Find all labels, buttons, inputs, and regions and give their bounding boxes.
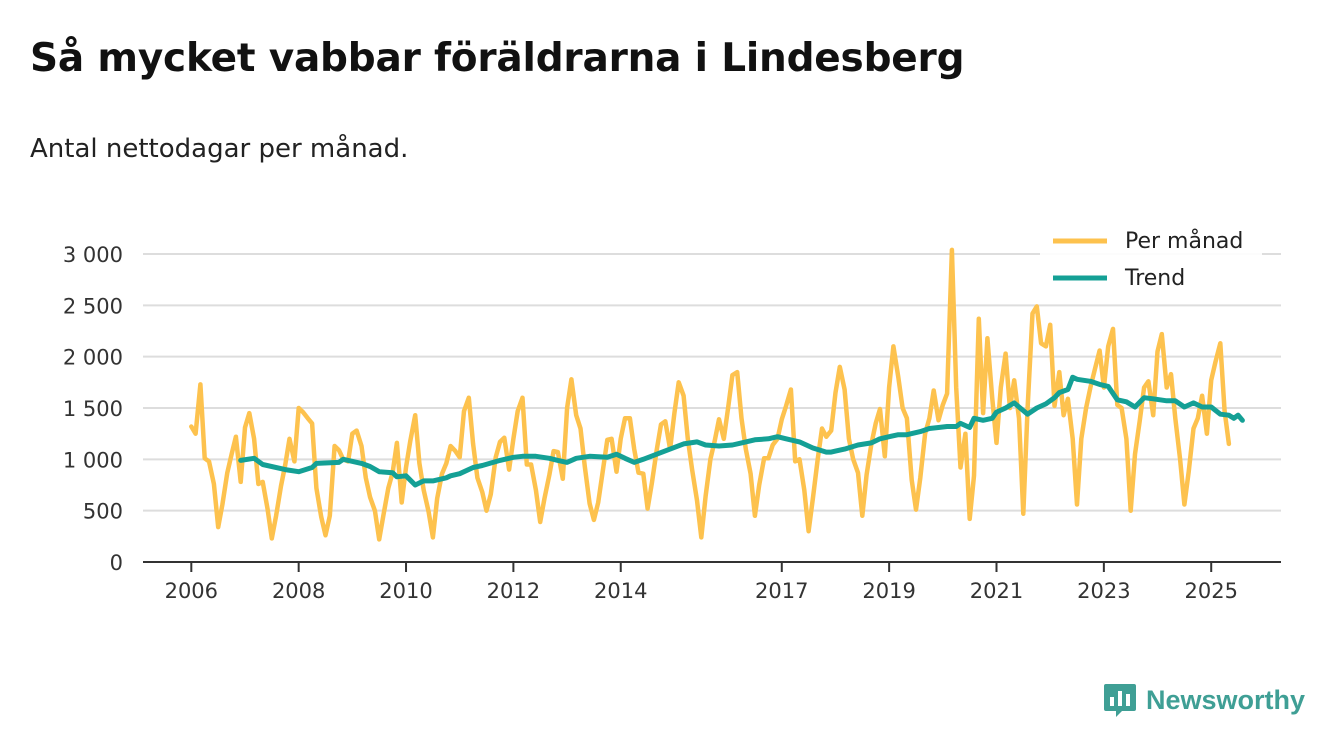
x-tick-label: 2025 <box>1184 579 1237 603</box>
y-axis-ticks: 0 500 1 000 1 500 2 000 2 500 3 000 <box>63 243 123 575</box>
brand-name: Newsworthy <box>1146 684 1306 715</box>
y-tick-label: 2 000 <box>63 346 123 370</box>
chart-title: Så mycket vabbar föräldrarna i Lindesber… <box>30 36 965 81</box>
x-tick-label: 2019 <box>862 579 915 603</box>
legend-label-per-manad: Per månad <box>1125 228 1243 254</box>
x-tick-label: 2021 <box>970 579 1023 603</box>
y-tick-label: 1 500 <box>63 397 123 421</box>
x-axis-ticks: 2006 2008 2010 2012 2014 2017 2019 2021 2023 2025 <box>165 562 1238 603</box>
x-tick-label: 2006 <box>165 579 218 603</box>
x-tick-label: 2014 <box>594 579 647 603</box>
legend[interactable]: Per månad Trend <box>1040 224 1262 302</box>
series-line-trend <box>238 374 1245 488</box>
newsworthy-chart-icon <box>1104 684 1136 717</box>
x-tick-label: 2010 <box>379 579 432 603</box>
y-tick-label: 0 <box>110 551 123 575</box>
chart-subtitle: Antal nettodagar per månad. <box>30 134 409 164</box>
x-tick-label: 2017 <box>755 579 808 603</box>
y-tick-label: 3 000 <box>63 243 123 267</box>
x-tick-label: 2012 <box>487 579 540 603</box>
y-tick-label: 2 500 <box>63 294 123 318</box>
y-tick-label: 1 000 <box>63 448 123 472</box>
x-tick-label: 2023 <box>1077 579 1130 603</box>
x-tick-label: 2008 <box>272 579 325 603</box>
newsworthy-logo[interactable]: Newsworthy <box>1103 682 1305 718</box>
y-tick-label: 500 <box>83 500 123 524</box>
legend-label-trend: Trend <box>1124 266 1185 291</box>
